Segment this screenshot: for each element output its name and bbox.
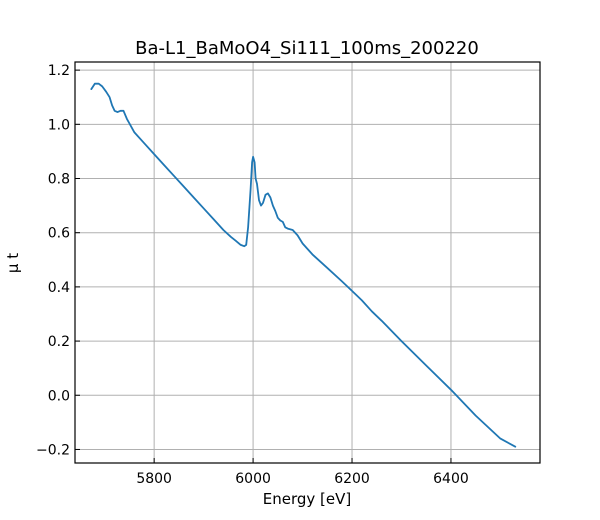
x-tick-label: 6000	[235, 471, 271, 487]
chart-title: Ba-L1_BaMoO4_Si111_100ms_200220	[135, 38, 479, 59]
x-tick-label: 6200	[334, 471, 370, 487]
y-tick-label: 0.6	[48, 226, 70, 242]
y-tick-label: 0.4	[48, 280, 70, 296]
y-tick-label: 0.2	[48, 334, 70, 350]
ticks: 5800 6000 6200 6400 −0.2 0.0 0.2 0.4 0.6 0.8 1.0 1.…	[36, 63, 469, 487]
y-tick-label: 0.0	[48, 388, 70, 404]
series-layer	[90, 82, 517, 448]
plot-frame	[74, 61, 541, 464]
series-line	[90, 82, 517, 448]
y-tick-label: 0.8	[48, 172, 70, 188]
y-tick-label: 1.0	[48, 117, 70, 133]
grid	[75, 62, 540, 463]
y-tick-label: 1.2	[48, 63, 70, 79]
x-tick-label: 6400	[433, 471, 469, 487]
x-tick-label: 5800	[136, 471, 172, 487]
y-tick-label: −0.2	[36, 442, 70, 458]
y-axis-label: μ t	[4, 253, 22, 273]
x-axis-label: Energy [eV]	[263, 490, 351, 508]
